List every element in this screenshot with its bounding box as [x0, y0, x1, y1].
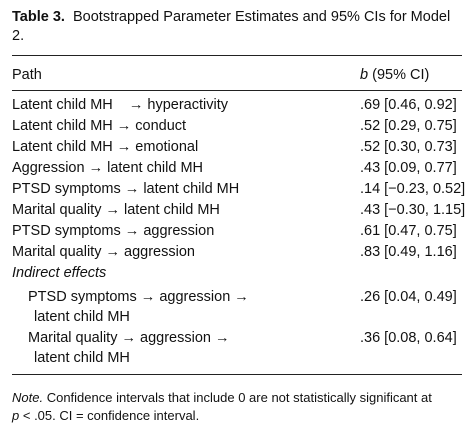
header-ci: (95% CI) [372, 67, 430, 83]
note-text-line2: < .05. CI = confidence interval. [22, 408, 200, 423]
note-p: p [12, 408, 20, 423]
row-estimate: .14 [−0.23, 0.52] [360, 181, 466, 197]
header-rule [12, 90, 462, 91]
top-rule [12, 55, 462, 56]
row-path: Latent child MH → emotional [12, 139, 199, 155]
table-label: Table 3. [12, 9, 65, 25]
row-path: PTSD symptoms → latent child MH [12, 181, 240, 197]
table-note: Note. Confidence intervals that include … [12, 389, 464, 425]
header-estimate: b (95% CI) [360, 66, 429, 84]
note-label: Note. [12, 390, 44, 405]
header-b: b [360, 67, 369, 83]
row-estimate: .69 [0.46, 0.92] [360, 97, 457, 113]
row-path: Marital quality → aggression → [28, 330, 230, 346]
row-estimate: .61 [0.47, 0.75] [360, 223, 457, 239]
row-estimate: .52 [0.29, 0.75] [360, 118, 457, 134]
header-path: Path [12, 67, 42, 83]
row-estimate: .26 [0.04, 0.49] [360, 289, 457, 305]
row-estimate: .36 [0.08, 0.64] [360, 330, 457, 346]
row-estimate: .43 [0.09, 0.77] [360, 160, 457, 176]
row-estimate: .83 [0.49, 1.16] [360, 244, 457, 260]
row-path: PTSD symptoms → aggression → [28, 289, 249, 305]
row-path: Latent child MH → conduct [12, 118, 187, 134]
row-path-continuation: latent child MH [34, 309, 130, 325]
row-path: Marital quality → latent child MH [12, 202, 220, 218]
row-path: Aggression → latent child MH [12, 160, 203, 176]
row-estimate: .52 [0.30, 0.73] [360, 139, 457, 155]
row-path: Marital quality → aggression [12, 244, 195, 260]
row-path: PTSD symptoms → aggression [12, 223, 215, 239]
table-title: Bootstrapped Parameter Estimates and 95%… [12, 9, 451, 44]
row-path-continuation: latent child MH [34, 350, 130, 366]
row-estimate: .43 [−0.30, 1.15] [360, 202, 466, 218]
indirect-effects-heading: Indirect effects [12, 265, 107, 281]
row-path: Latent child MH → hyperactivity [12, 97, 228, 113]
bottom-rule [12, 374, 462, 375]
note-text-line1: Confidence intervals that include 0 are … [46, 390, 432, 405]
table-caption: Table 3. Bootstrapped Parameter Estimate… [12, 8, 462, 46]
